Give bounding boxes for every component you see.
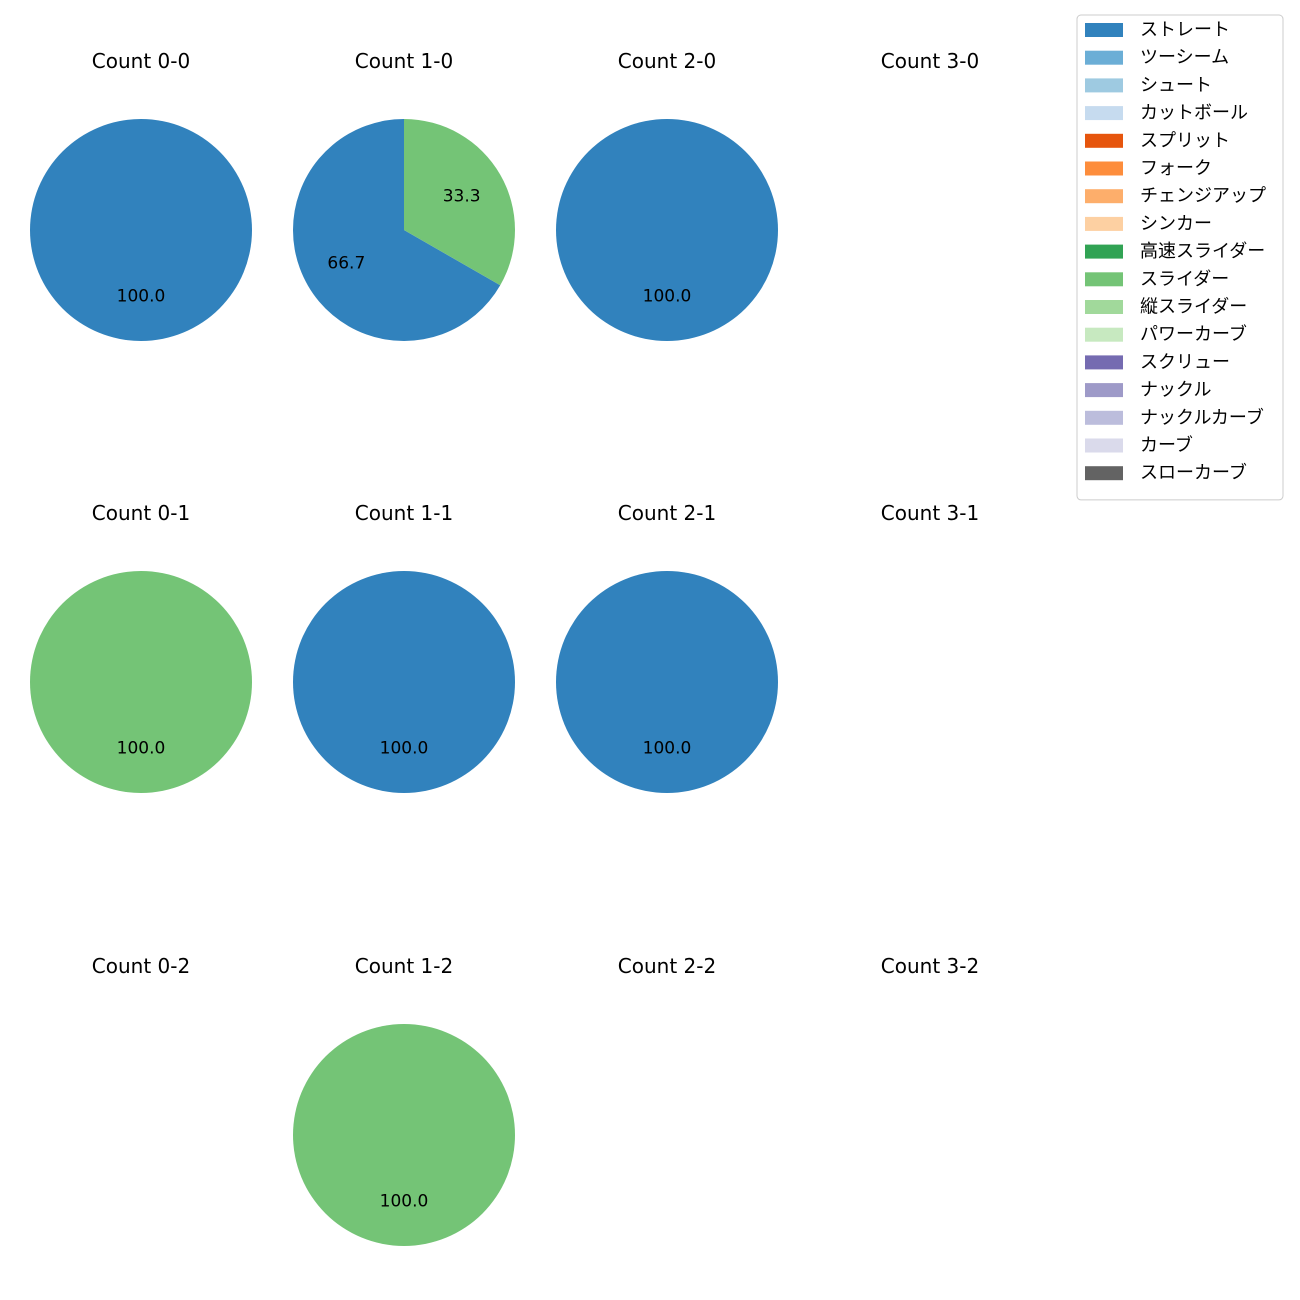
legend-label: スローカーブ [1140, 462, 1247, 484]
legend-swatch [1085, 272, 1123, 287]
subplot-title: Count 1-1 [355, 501, 453, 525]
legend-swatch [1085, 410, 1123, 425]
subplot-title: Count 1-2 [355, 954, 453, 978]
legend-label: ナックルカーブ [1140, 406, 1264, 428]
legend-label: シンカー [1140, 213, 1212, 234]
legend-swatch [1085, 189, 1123, 204]
legend-item: ツーシーム [1085, 47, 1229, 68]
legend-swatch [1085, 438, 1123, 453]
legend-item: スローカーブ [1085, 462, 1247, 484]
slice-percent-label: 100.0 [380, 1192, 429, 1212]
pie-slice [30, 119, 252, 341]
slice-percent-label: 100.0 [643, 739, 692, 759]
subplot: Count 3-2 [881, 954, 979, 978]
subplot: Count 2-2 [618, 954, 716, 978]
slice-percent-label: 100.0 [117, 287, 166, 307]
pie-slice [556, 119, 778, 341]
legend-item: カットボール [1085, 103, 1248, 124]
legend-label: パワーカーブ [1140, 323, 1247, 345]
legend: ストレートツーシームシュートカットボールスプリットフォークチェンジアップシンカー… [1076, 14, 1284, 501]
legend-item: スプリット [1085, 130, 1230, 151]
legend-label: スプリット [1140, 130, 1230, 151]
subplot: Count 0-0 100.0 [30, 49, 252, 341]
legend-item: フォーク [1085, 158, 1212, 179]
legend-item: カーブ [1085, 434, 1193, 456]
legend-label: ナックル [1140, 380, 1211, 401]
legend-label: 高速スライダー [1140, 241, 1265, 262]
subplot-title: Count 3-2 [881, 954, 979, 978]
legend-label: チェンジアップ [1140, 186, 1266, 207]
subplot: Count 0-1 100.0 [30, 501, 252, 793]
subplots: Count 0-0 100.0 Count 1-0 66.7 33.3 Count 2-0… [30, 49, 979, 1246]
legend-swatch [1085, 383, 1123, 398]
legend-swatch [1085, 106, 1123, 121]
subplot: Count 1-1 100.0 [293, 501, 515, 793]
subplot-title: Count 3-0 [881, 49, 979, 73]
subplot-title: Count 2-2 [618, 954, 716, 978]
legend-swatch [1085, 355, 1123, 370]
legend-item: シュート [1085, 75, 1212, 96]
subplot-title: Count 1-0 [355, 49, 453, 73]
slice-percent-label: 100.0 [643, 287, 692, 307]
slice-percent-label: 100.0 [117, 739, 166, 759]
legend-label: カーブ [1140, 434, 1193, 456]
pie-slice [293, 1024, 515, 1246]
pie-slice [292, 119, 501, 342]
legend-label: スクリュー [1140, 352, 1230, 373]
legend-frame [1076, 14, 1284, 501]
subplot-title: Count 0-2 [92, 954, 190, 978]
subplot-title: Count 2-1 [618, 501, 716, 525]
legend-item: チェンジアップ [1085, 186, 1266, 207]
subplot: Count 1-2 100.0 [293, 954, 515, 1246]
legend-label: ツーシーム [1140, 47, 1229, 68]
pie-slice [293, 571, 515, 793]
legend-label: スライダー [1140, 269, 1229, 290]
legend-swatch [1085, 327, 1123, 342]
subplot: Count 2-0 100.0 [556, 49, 778, 341]
legend-swatch [1085, 466, 1123, 481]
subplot-title: Count 0-1 [92, 501, 190, 525]
legend-item: ナックルカーブ [1085, 406, 1264, 428]
legend-swatch [1085, 50, 1123, 65]
legend-item: ナックル [1085, 380, 1211, 401]
subplot: Count 1-0 66.7 33.3 [292, 49, 515, 342]
legend-swatch [1085, 161, 1123, 176]
legend-label: 縦スライダー [1140, 297, 1247, 318]
subplot: Count 3-0 [881, 49, 979, 73]
legend-label: フォーク [1140, 158, 1212, 179]
legend-label: カットボール [1140, 103, 1248, 124]
legend-item: スライダー [1085, 269, 1229, 290]
pie-slice [30, 571, 252, 793]
legend-item: スクリュー [1085, 352, 1230, 373]
pie-slice [556, 571, 778, 793]
slice-percent-label: 100.0 [380, 739, 429, 759]
subplot: Count 2-1 100.0 [556, 501, 778, 793]
subplot-title: Count 2-0 [618, 49, 716, 73]
subplot-title: Count 0-0 [92, 49, 190, 73]
legend-swatch [1085, 300, 1123, 314]
pie-slice [404, 119, 515, 286]
legend-swatch [1085, 216, 1123, 231]
legend-label: ストレート [1140, 20, 1230, 41]
legend-item: ストレート [1085, 20, 1230, 41]
legend-swatch [1085, 23, 1123, 37]
slice-percent-label: 33.3 [443, 187, 481, 207]
legend-swatch [1085, 244, 1123, 259]
subplot-title: Count 3-1 [881, 501, 979, 525]
legend-item: 縦スライダー [1085, 297, 1247, 318]
legend-label: シュート [1140, 75, 1212, 96]
subplot: Count 0-2 [92, 954, 190, 978]
subplot: Count 3-1 [881, 501, 979, 525]
legend-item: パワーカーブ [1085, 323, 1247, 345]
legend-swatch [1085, 133, 1123, 148]
slice-percent-label: 66.7 [327, 253, 365, 273]
legend-item: 高速スライダー [1085, 241, 1265, 262]
legend-swatch [1085, 78, 1123, 93]
legend-item: シンカー [1085, 213, 1212, 234]
